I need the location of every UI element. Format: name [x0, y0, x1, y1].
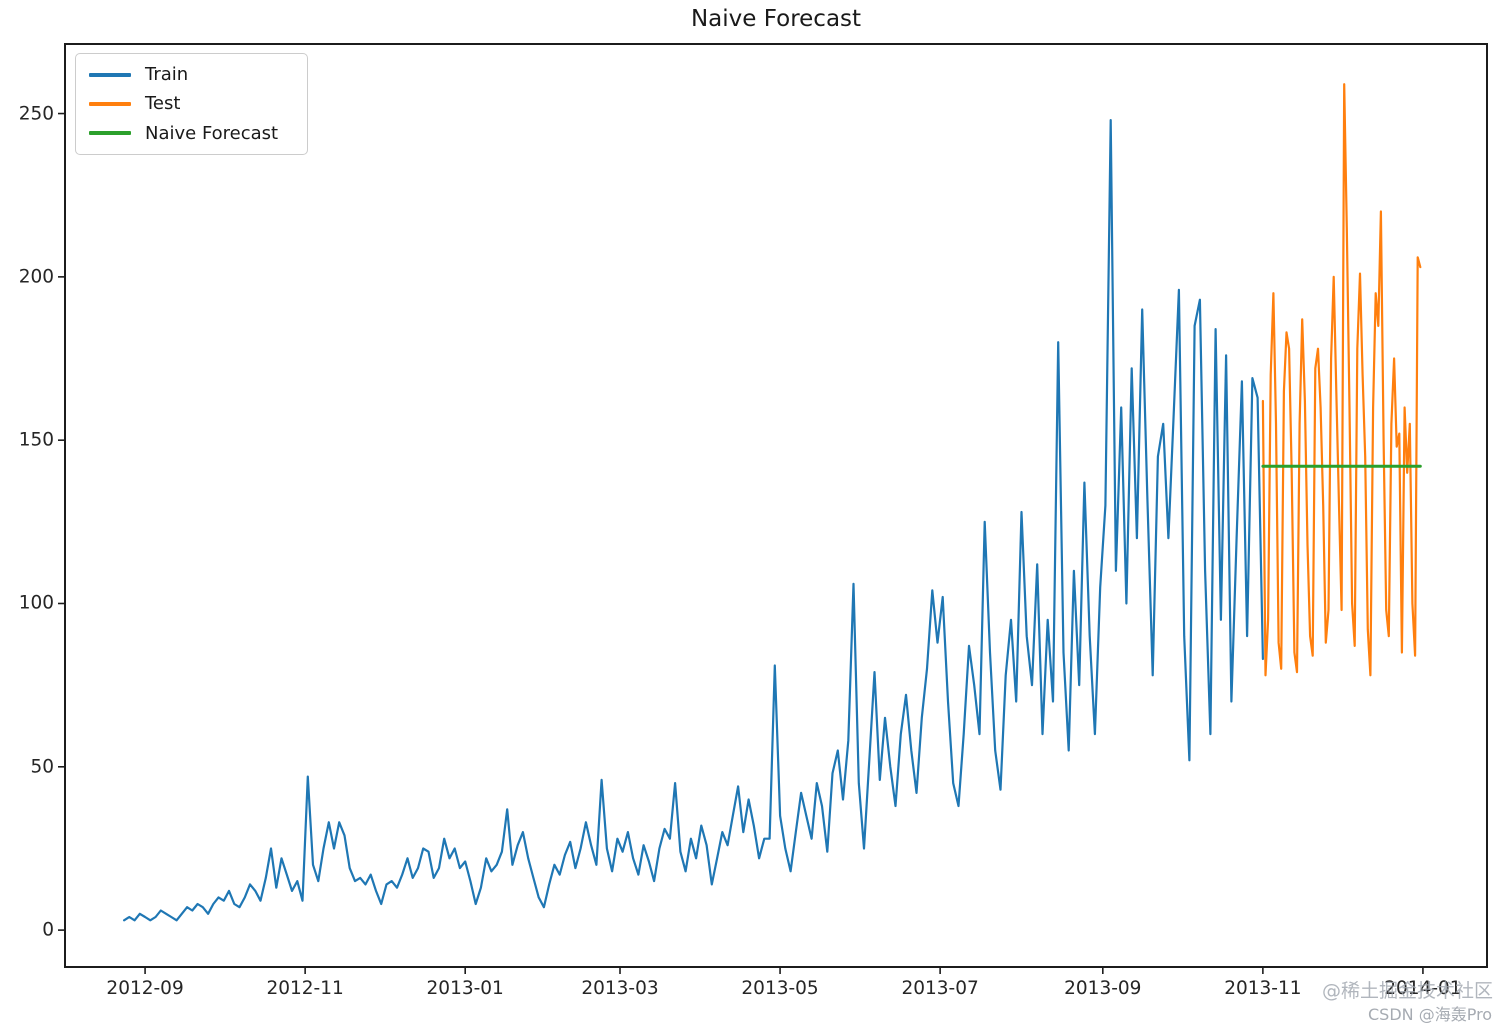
x-tick-label: 2013-03 [581, 978, 659, 999]
legend-label-test: Test [145, 93, 181, 115]
plot-area [64, 43, 1488, 968]
watermark-csdn: CSDN @海轰Pro [1368, 1005, 1493, 1024]
x-tick-label: 2013-11 [1224, 978, 1302, 999]
legend-label-train: Train [145, 64, 189, 86]
x-tick-label: 2013-05 [741, 978, 819, 999]
y-tick-label: 200 [18, 266, 54, 288]
y-tick-label: 0 [42, 919, 54, 941]
y-tick-label: 150 [18, 429, 54, 451]
legend-item-train: Train [89, 64, 297, 85]
naive-forecast-line-swatch [89, 131, 131, 136]
x-tick-label: 2013-07 [901, 978, 979, 999]
x-tick-label: 2012-11 [266, 978, 344, 999]
train-line-swatch [89, 72, 131, 77]
legend: Train Test Naive Forecast [75, 53, 308, 155]
legend-item-naive-forecast: Naive Forecast [89, 123, 297, 144]
legend-label-naive-forecast: Naive Forecast [145, 122, 279, 144]
y-tick-label: 50 [30, 756, 54, 778]
x-tick-label: 2013-09 [1064, 978, 1142, 999]
x-tick-label: 2013-01 [426, 978, 504, 999]
y-tick-label: 250 [18, 103, 54, 125]
legend-item-test: Test [89, 93, 297, 114]
test-line-swatch [89, 101, 131, 106]
watermark-juejin: @稀土掘金技术社区 [1322, 980, 1494, 1002]
y-tick-label: 100 [18, 592, 54, 614]
x-tick-label: 2014-01 [1384, 978, 1462, 999]
chart-title: Naive Forecast [690, 6, 862, 32]
x-tick-label: 2012-09 [106, 978, 184, 999]
